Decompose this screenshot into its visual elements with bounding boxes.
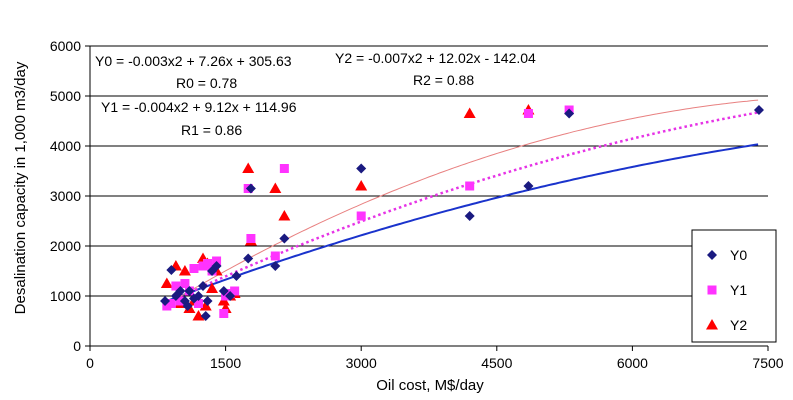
point-y0-20 xyxy=(279,233,290,244)
gridlines xyxy=(90,45,768,297)
x-axis-title: Oil cost, M$/day xyxy=(376,377,484,394)
legend-marker-y2 xyxy=(706,319,718,330)
point-y0-13 xyxy=(211,261,222,271)
point-y1-19 xyxy=(279,164,289,173)
r-value-y1: R1 = 0.86 xyxy=(181,122,242,138)
point-y1-1 xyxy=(166,299,176,308)
point-y0-10 xyxy=(200,311,211,321)
trendline-y2 xyxy=(164,99,759,307)
point-y0-6 xyxy=(184,286,195,296)
point-y1-4 xyxy=(180,279,190,288)
point-y0-21 xyxy=(356,163,367,174)
point-y0-11 xyxy=(202,296,213,306)
point-y1-6 xyxy=(189,264,199,273)
legend: Y0 Y1 Y2 xyxy=(691,229,777,343)
trendline-y0 xyxy=(164,143,759,303)
x-tick-label-2: 3000 xyxy=(346,355,377,371)
axes xyxy=(85,45,769,351)
y-tick-label-1: 1000 xyxy=(50,288,81,304)
point-y0-17 xyxy=(243,253,254,264)
point-y0-5 xyxy=(182,301,193,311)
y-tick-label-0: 0 xyxy=(73,338,81,354)
point-y2-20 xyxy=(355,180,368,191)
point-y0-25 xyxy=(753,105,764,115)
legend-label-y0: Y0 xyxy=(730,247,747,263)
y-tick-label-4: 4000 xyxy=(50,138,81,154)
point-y1-21 xyxy=(465,181,475,191)
point-y0-8 xyxy=(193,291,204,301)
x-tick-label-0: 0 xyxy=(86,355,94,371)
point-y1-7 xyxy=(193,299,203,308)
point-y0-18 xyxy=(245,183,256,194)
point-y1-9 xyxy=(203,259,213,268)
point-y1-17 xyxy=(246,234,256,243)
y-axis-title: Desalination capacity in 1,000 m3/day xyxy=(12,61,29,314)
point-y0-24 xyxy=(564,108,575,119)
equation-y0: Y0 = -0.003x2 + 7.26x + 305.63 xyxy=(95,53,292,69)
point-y0-22 xyxy=(464,211,475,221)
point-y2-18 xyxy=(269,182,282,193)
point-y1-22 xyxy=(523,109,533,118)
point-y2-19 xyxy=(278,210,291,221)
point-y0-1 xyxy=(166,265,177,275)
point-y0-15 xyxy=(225,291,236,301)
y-tick-label-5: 5000 xyxy=(50,88,81,104)
legend-label-y2: Y2 xyxy=(730,317,747,333)
point-y1-18 xyxy=(270,251,280,261)
point-y1-8 xyxy=(198,261,208,271)
point-y1-12 xyxy=(219,309,229,318)
tick-labels: 0 1500 3000 4500 6000 7500 0 1000 2000 3000 4000 50… xyxy=(50,38,784,371)
trendline-y1 xyxy=(164,111,759,305)
x-tick-label-3: 4500 xyxy=(481,355,512,371)
x-tick-label-5: 7500 xyxy=(752,355,783,371)
point-y2-21 xyxy=(463,107,476,118)
y-tick-label-2: 2000 xyxy=(50,238,81,254)
point-y0-9 xyxy=(198,281,208,291)
x-tick-label-4: 6000 xyxy=(617,355,648,371)
point-y1-0 xyxy=(162,301,172,311)
data-points xyxy=(160,104,764,321)
equation-y1: Y1 = -0.004x2 + 9.12x + 114.96 xyxy=(101,99,297,115)
trendlines xyxy=(164,99,759,307)
point-y2-3 xyxy=(178,265,191,276)
point-y1-20 xyxy=(356,211,366,221)
legend-marker-y1 xyxy=(707,285,717,295)
point-y0-3 xyxy=(175,286,186,296)
equation-y2: Y2 = -0.007x2 + 12.02x - 142.04 xyxy=(335,50,536,66)
point-y2-16 xyxy=(242,162,255,173)
equation-annotations: Y0 = -0.003x2 + 7.26x + 305.63 R0 = 0.78… xyxy=(95,50,536,138)
y-tick-label-6: 6000 xyxy=(50,38,81,54)
x-tick-label-1: 1500 xyxy=(210,355,241,371)
r-value-y0: R0 = 0.78 xyxy=(176,75,237,91)
r-value-y2: R2 = 0.88 xyxy=(413,72,474,88)
point-y0-23 xyxy=(523,181,534,191)
point-y0-14 xyxy=(218,286,229,296)
point-y2-0 xyxy=(160,277,173,288)
point-y0-16 xyxy=(231,271,242,281)
y-tick-label-3: 3000 xyxy=(50,188,81,204)
point-y0-19 xyxy=(270,261,281,271)
point-y0-0 xyxy=(160,296,171,306)
point-y1-15 xyxy=(230,286,240,296)
legend-label-y1: Y1 xyxy=(730,282,747,298)
point-y2-6 xyxy=(192,310,205,321)
point-y2-10 xyxy=(206,282,219,293)
point-y1-2 xyxy=(171,281,181,291)
legend-marker-y0 xyxy=(707,250,717,260)
